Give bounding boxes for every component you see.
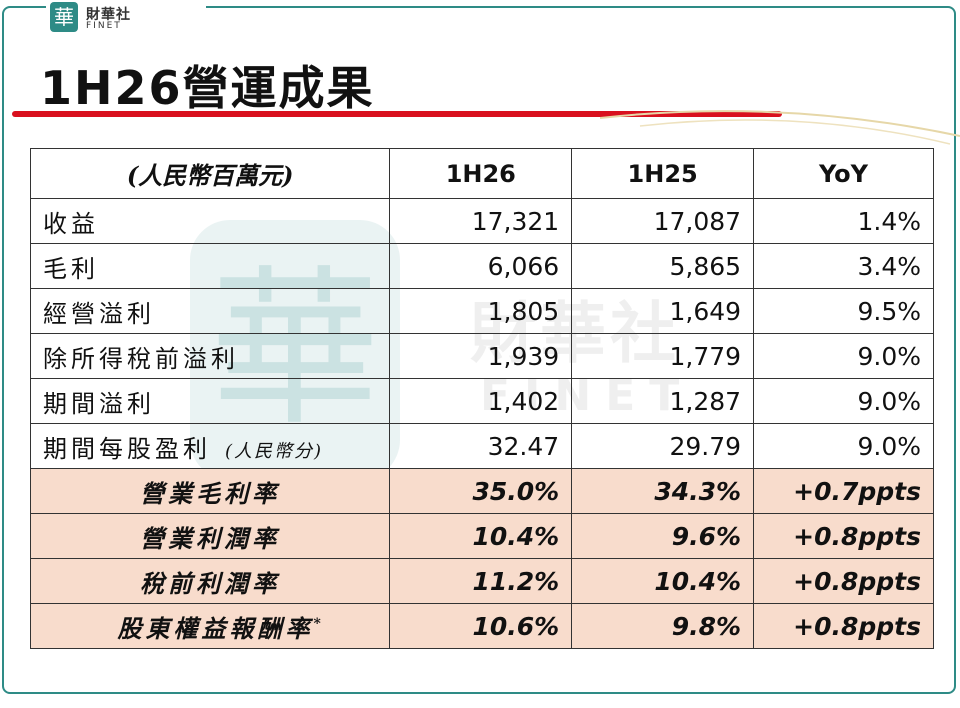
table-row: 收益 17,321 17,087 1.4% <box>29 198 934 244</box>
row-label: 經營溢利 <box>29 288 391 334</box>
row-label-text: 收益 <box>43 209 99 238</box>
ratio-label: 稅前利潤率 <box>29 558 391 604</box>
footnote-marker: * <box>313 615 325 632</box>
ratio-cell: 10.6% <box>389 603 573 649</box>
ratio-cell: 11.2% <box>389 558 573 604</box>
ratio-row: 稅前利潤率 11.2% 10.4% +0.8ppts <box>29 558 934 604</box>
ratio-label: 股東權益報酬率* <box>29 603 391 649</box>
table-cell: 5,865 <box>571 243 755 289</box>
row-label-text: 期間溢利 <box>43 389 155 418</box>
table-cell: 9.0% <box>753 333 934 379</box>
ratio-cell: +0.7ppts <box>753 468 934 514</box>
col-header-1h25: 1H25 <box>571 148 755 199</box>
table-cell: 6,066 <box>389 243 573 289</box>
ratio-label-text: 稅前利潤率 <box>140 568 281 598</box>
table-cell: 1,805 <box>389 288 573 334</box>
ratio-row: 營業毛利率 35.0% 34.3% +0.7ppts <box>29 468 934 514</box>
row-label: 收益 <box>29 198 391 244</box>
logo-name-en: FINET <box>86 21 122 31</box>
finet-logo: 華 財華社 FINET <box>46 2 206 36</box>
table-cell: 1,287 <box>571 378 755 424</box>
ratio-label-text: 股東權益報酬率 <box>117 613 314 643</box>
table-row: 期間溢利 1,402 1,287 9.0% <box>29 378 934 424</box>
decorative-swoosh <box>600 110 960 145</box>
row-label-text: 經營溢利 <box>43 299 155 328</box>
ratio-label: 營業毛利率 <box>29 468 391 514</box>
table-row: 期間每股盈利 (人民幣分) 32.47 29.79 9.0% <box>29 423 934 469</box>
table-header-row: (人民幣百萬元) 1H26 1H25 YoY <box>29 148 934 199</box>
slide-frame <box>2 6 956 694</box>
ratio-label: 營業利潤率 <box>29 513 391 559</box>
table-cell: 17,321 <box>389 198 573 244</box>
slide-title: 1H26營運成果 <box>40 61 375 115</box>
title-underline <box>12 111 782 117</box>
row-label: 除所得稅前溢利 <box>29 333 391 379</box>
row-label: 毛利 <box>29 243 391 289</box>
row-label: 期間溢利 <box>29 378 391 424</box>
table-row: 除所得稅前溢利 1,939 1,779 9.0% <box>29 333 934 379</box>
ratio-label-text: 營業毛利率 <box>140 478 281 508</box>
table-cell: 9.0% <box>753 378 934 424</box>
table-cell: 29.79 <box>571 423 755 469</box>
ratio-cell: +0.8ppts <box>753 558 934 604</box>
table-cell: 1,402 <box>389 378 573 424</box>
row-label-text: 除所得稅前溢利 <box>43 344 239 373</box>
ratio-cell: 9.8% <box>571 603 755 649</box>
table-cell: 1.4% <box>753 198 934 244</box>
results-table: (人民幣百萬元) 1H26 1H25 YoY 收益 17,321 17,087 1.4… <box>29 148 934 649</box>
table-cell: 9.5% <box>753 288 934 334</box>
ratio-row: 股東權益報酬率* 10.6% 9.8% +0.8ppts <box>29 603 934 649</box>
row-label-text: 期間每股盈利 <box>43 434 211 463</box>
table-cell: 1,779 <box>571 333 755 379</box>
col-header-1h26: 1H26 <box>389 148 573 199</box>
ratio-cell: 34.3% <box>571 468 755 514</box>
row-label-text: 毛利 <box>43 254 99 283</box>
col-header-yoy: YoY <box>753 148 934 199</box>
ratio-row: 營業利潤率 10.4% 9.6% +0.8ppts <box>29 513 934 559</box>
logo-seal-icon: 華 <box>50 2 78 32</box>
table-cell: 1,649 <box>571 288 755 334</box>
table-cell: 1,939 <box>389 333 573 379</box>
table-cell: 3.4% <box>753 243 934 289</box>
ratio-cell: +0.8ppts <box>753 603 934 649</box>
table-cell: 9.0% <box>753 423 934 469</box>
ratio-cell: 10.4% <box>389 513 573 559</box>
ratio-cell: 10.4% <box>571 558 755 604</box>
ratio-cell: 9.6% <box>571 513 755 559</box>
ratio-cell: 35.0% <box>389 468 573 514</box>
table-row: 毛利 6,066 5,865 3.4% <box>29 243 934 289</box>
table-cell: 32.47 <box>389 423 573 469</box>
row-label: 期間每股盈利 (人民幣分) <box>29 423 391 469</box>
ratio-cell: +0.8ppts <box>753 513 934 559</box>
row-sublabel: (人民幣分) <box>225 440 324 462</box>
ratio-label-text: 營業利潤率 <box>140 523 281 553</box>
table-row: 經營溢利 1,805 1,649 9.5% <box>29 288 934 334</box>
logo-name-cn: 財華社 <box>86 7 131 23</box>
table-cell: 17,087 <box>571 198 755 244</box>
unit-header: (人民幣百萬元) <box>29 148 391 199</box>
